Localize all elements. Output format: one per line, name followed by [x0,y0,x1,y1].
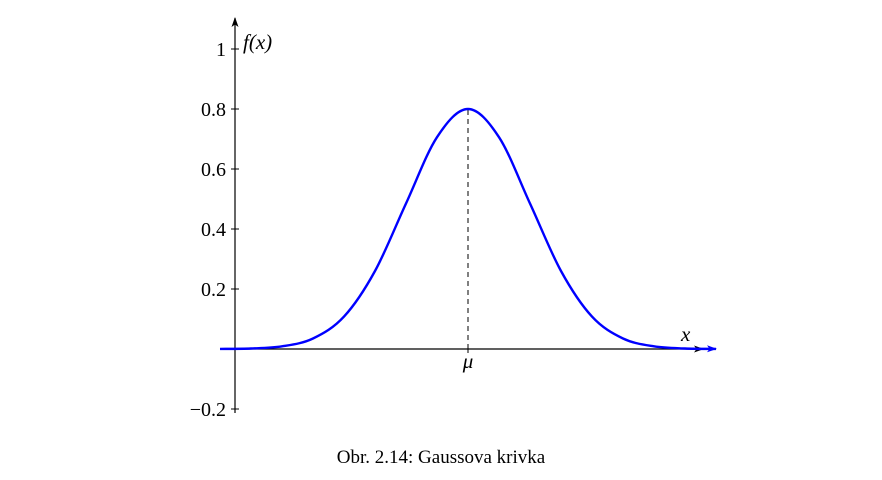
axes [231,17,704,413]
plot-area [219,107,717,353]
y-tick-label: 0.8 [201,99,226,121]
y-ticks: −0.2 0.2 0.4 0.6 0.8 1 [190,39,239,421]
figure-caption: Obr. 2.14: Gaussova krivka [336,447,546,468]
x-axis-label: x [680,322,691,346]
y-tick-label: 1 [216,39,226,61]
y-tick-label: 0.2 [201,279,226,301]
y-tick-label: −0.2 [190,399,226,421]
y-tick-label: 0.6 [201,159,226,181]
y-axis-label: f(x) [243,30,272,54]
y-tick-label: 0.4 [201,219,226,241]
gaussian-curve [219,107,717,353]
x-tick-label-mu: μ [462,349,474,373]
